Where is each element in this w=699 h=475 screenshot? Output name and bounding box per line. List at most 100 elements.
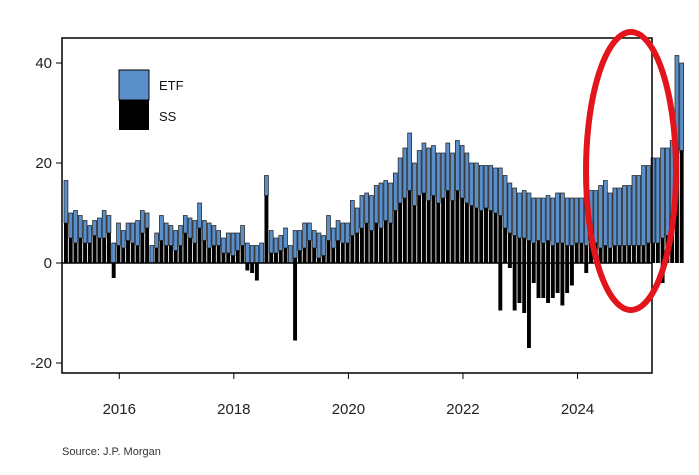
ss-bar-negative [512,263,517,311]
etf-bar [335,220,341,241]
ss-bar [531,243,536,263]
etf-bar [593,190,599,244]
etf-bar [445,142,451,191]
y-axis: -20 0 20 40 [30,55,62,372]
ss-bar [192,243,197,263]
etf-bar [359,195,365,229]
etf-bar [540,197,546,244]
ss-bar [388,223,393,263]
etf-bar [149,245,155,264]
etf-bar [679,62,685,151]
etf-bar [421,142,427,194]
ss-bar [207,248,212,263]
ss-bar [235,250,240,263]
etf-bar [340,222,346,244]
etf-bar [292,230,298,259]
ss-bar [316,258,321,263]
ss-bar [216,245,221,263]
etf-bar [249,245,255,264]
ss-bar-negative [560,263,565,306]
etf-bar [369,195,374,231]
etf-bar [383,180,389,221]
etf-bar [135,220,140,246]
ss-bar [374,223,379,263]
ss-bar [469,205,474,263]
ss-bar [321,255,326,263]
etf-bar [254,245,260,264]
etf-bar [311,230,317,249]
etf-bar [450,152,455,201]
ss-bar [484,208,488,263]
ss-bar-negative [254,263,259,281]
ss-bar [617,245,622,263]
ss-bar-negative [522,263,527,313]
etf-bar [483,165,489,209]
etf-bar [459,145,465,199]
ss-bar [130,243,135,263]
ss-bar-negative [527,263,531,348]
ss-bar-negative [245,263,250,271]
ss-bar [92,235,97,263]
ss-bar [140,233,145,263]
ss-bar [297,250,302,263]
ss-bar [402,198,407,263]
etf-bar [498,167,503,216]
etf-bar [116,222,121,246]
etf-bar [641,165,646,246]
etf-bar [163,222,169,246]
etf-bar [206,222,212,249]
etf-bar [364,192,369,224]
ss-bar [546,240,551,263]
ss-bar [460,198,465,263]
etf-bar [326,215,331,241]
ss-bar [660,238,665,263]
ss-bar [340,243,345,263]
ss-bar [68,238,73,263]
ss-bar-negative [555,263,560,293]
etf-bar [106,215,112,234]
etf-bar [77,215,83,239]
etf-bar [645,165,651,244]
ss-bar [507,233,512,263]
ss-bar [441,198,446,263]
ss-bar [503,228,508,263]
etf-bar [564,197,570,246]
ss-bar [579,243,584,263]
source-note: Source: J.P. Morgan [62,446,161,458]
etf-bar [464,152,470,204]
ss-bar [379,228,383,263]
ss-bar [312,248,317,263]
ss-bar-negative [569,263,574,286]
etf-bar [302,222,307,249]
ss-bar [565,245,570,263]
ss-bar [83,243,88,263]
ss-bar [464,203,469,263]
etf-bar [202,220,207,241]
ss-bar [345,243,350,263]
etf-bar [73,210,78,244]
x-tick-label: 2018 [217,401,250,418]
etf-bar [120,230,126,249]
ss-bar [517,238,522,263]
ss-bar [522,238,527,263]
ss-bar [202,240,207,263]
ss-bar [612,245,617,263]
etf-bar [612,187,618,246]
etf-bar [173,230,179,251]
ss-bar [493,213,498,263]
etf-bar [321,235,327,256]
ss-bar [87,243,92,263]
etf-bar [378,182,384,229]
ss-bar [221,253,226,263]
ss-bar [106,233,111,263]
ss-bar [326,240,331,263]
ss-bar [421,193,426,263]
etf-bar [412,162,417,206]
ss-bar [445,190,450,263]
ss-bar [598,248,603,263]
ss-bar [264,195,269,263]
ss-bar [164,245,169,263]
etf-bar [555,192,560,244]
etf-bar [63,180,69,224]
